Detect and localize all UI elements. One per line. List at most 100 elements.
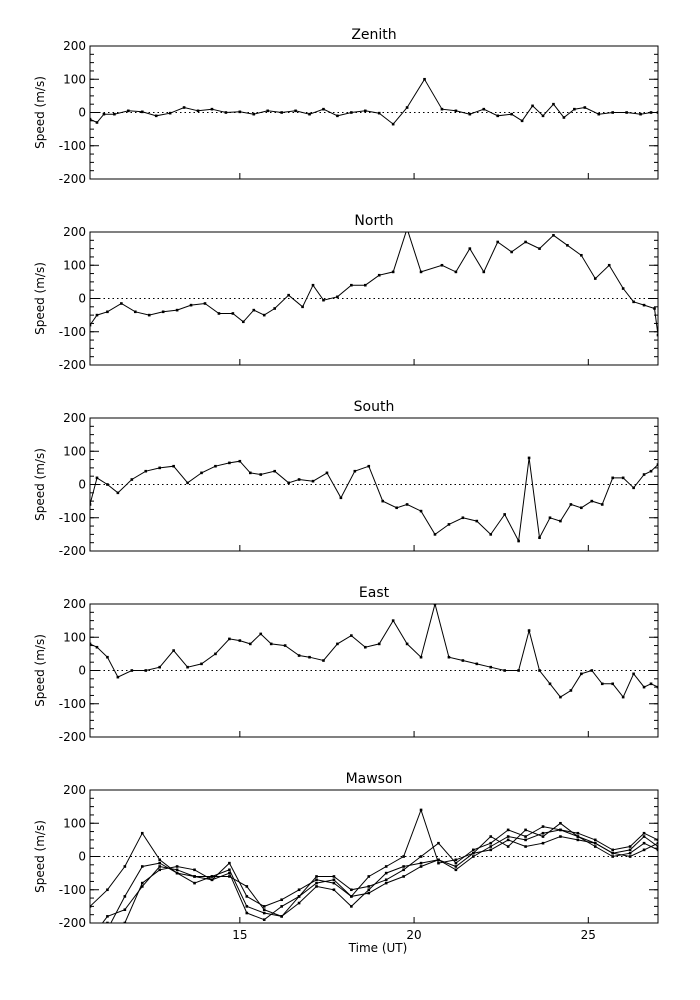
data-point xyxy=(611,851,614,855)
y-tick-label: 0 xyxy=(78,478,86,492)
data-point xyxy=(228,875,231,878)
data-point xyxy=(447,655,451,659)
data-point xyxy=(377,273,381,277)
plot-area xyxy=(90,808,658,923)
data-point xyxy=(106,888,109,892)
data-point xyxy=(632,300,635,304)
y-axis-label: Speed (m/s) xyxy=(33,76,47,149)
data-point xyxy=(106,310,109,314)
data-point xyxy=(437,861,440,865)
data-point xyxy=(186,665,189,669)
data-point xyxy=(503,669,506,672)
data-point xyxy=(315,885,318,888)
data-point xyxy=(475,519,479,523)
x-tick-label: 20 xyxy=(406,928,421,942)
data-point xyxy=(269,642,273,646)
y-tick-label: 100 xyxy=(63,258,86,272)
data-point xyxy=(503,513,506,516)
plot-area xyxy=(90,77,658,126)
data-point xyxy=(350,634,353,637)
data-point xyxy=(228,861,231,865)
data-point xyxy=(315,875,318,878)
data-point xyxy=(642,685,646,689)
data-point xyxy=(231,312,235,315)
data-point xyxy=(203,302,207,305)
y-tick-label: 0 xyxy=(78,850,86,864)
data-point xyxy=(621,287,625,290)
data-point xyxy=(656,685,658,689)
data-point xyxy=(175,865,179,868)
data-point xyxy=(301,305,304,309)
data-point xyxy=(496,114,500,118)
data-point xyxy=(552,102,555,106)
plot-frame xyxy=(89,417,659,552)
data-point xyxy=(384,878,388,882)
data-point xyxy=(607,263,611,267)
data-point xyxy=(506,828,510,832)
data-point xyxy=(245,911,249,915)
y-tick-label: -100 xyxy=(59,697,86,711)
data-point xyxy=(123,908,127,911)
data-point xyxy=(541,835,545,838)
y-tick-label: -100 xyxy=(59,883,86,897)
data-point xyxy=(280,905,283,908)
data-point xyxy=(228,637,231,641)
data-point xyxy=(280,898,283,902)
data-point xyxy=(562,116,566,119)
data-point xyxy=(113,112,116,116)
data-point xyxy=(297,895,301,898)
y-tick-label: 200 xyxy=(63,783,86,797)
data-point xyxy=(580,253,583,257)
data-point xyxy=(527,629,531,632)
plot-area xyxy=(90,456,658,543)
data-point xyxy=(262,918,266,921)
data-point xyxy=(510,250,513,254)
data-point xyxy=(311,283,315,287)
plot-frame xyxy=(89,789,659,924)
data-point xyxy=(642,848,646,852)
data-point xyxy=(172,464,175,468)
series-line xyxy=(90,457,658,543)
y-tick-label: -200 xyxy=(59,172,86,186)
data-point xyxy=(262,908,266,911)
data-point xyxy=(437,841,440,845)
y-tick-label: -100 xyxy=(59,139,86,153)
data-point xyxy=(611,111,614,114)
data-point xyxy=(259,632,263,636)
data-point xyxy=(590,499,594,503)
data-point xyxy=(440,107,444,111)
data-point xyxy=(106,915,109,918)
data-point xyxy=(628,851,632,855)
y-tick-label: 100 xyxy=(63,444,86,458)
data-point xyxy=(524,845,527,848)
y-tick-label: -200 xyxy=(59,916,86,930)
y-axis-label: Speed (m/s) xyxy=(33,262,47,335)
data-point xyxy=(402,868,405,872)
data-point xyxy=(559,828,562,832)
data-point xyxy=(642,473,646,476)
data-point xyxy=(158,858,161,862)
data-point xyxy=(322,298,325,302)
data-point xyxy=(541,825,545,828)
data-point xyxy=(193,881,196,885)
data-point xyxy=(140,831,144,835)
data-point xyxy=(175,871,179,875)
data-point xyxy=(217,312,221,315)
panel-north: North Speed (m/s) -200 -100 0 100 200 xyxy=(33,213,659,372)
data-point xyxy=(377,642,381,646)
data-point xyxy=(280,915,283,918)
panel-title: North xyxy=(354,213,393,229)
plot-area xyxy=(90,232,658,337)
y-tick-label: 0 xyxy=(78,106,86,120)
y-tick-label: 0 xyxy=(78,664,86,678)
data-point xyxy=(611,476,614,480)
data-point xyxy=(377,111,381,115)
data-point xyxy=(524,835,527,838)
data-point xyxy=(419,270,423,274)
data-point xyxy=(656,333,658,337)
plot-area xyxy=(90,604,658,699)
data-point xyxy=(656,841,658,845)
x-tick-label: 25 xyxy=(581,928,596,942)
data-point xyxy=(524,838,527,842)
